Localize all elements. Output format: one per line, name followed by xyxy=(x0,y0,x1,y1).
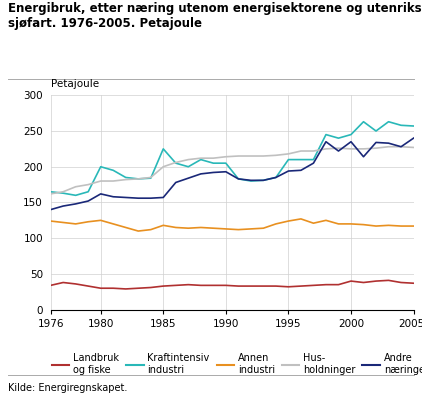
Legend: Landbruk
og fiske, Kraftintensiv
industri, Annen
industri, Hus-
holdninger, Andr: Landbruk og fiske, Kraftintensiv industr… xyxy=(52,353,422,375)
Text: Energibruk, etter næring utenom energisektorene og utenriks
sjøfart. 1976-2005. : Energibruk, etter næring utenom energise… xyxy=(8,2,422,30)
Text: Kilde: Energiregnskapet.: Kilde: Energiregnskapet. xyxy=(8,383,128,393)
Text: Petajoule: Petajoule xyxy=(51,79,99,89)
